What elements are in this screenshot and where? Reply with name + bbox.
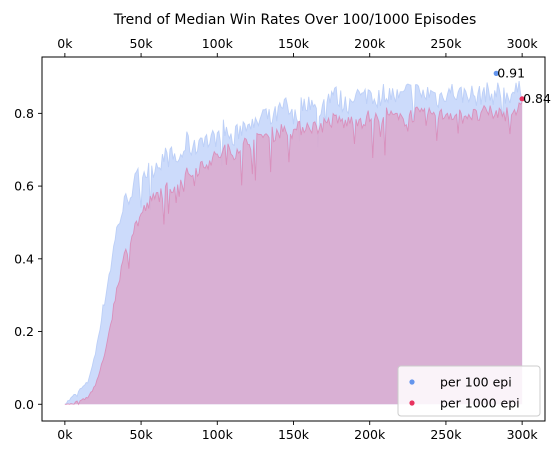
- y-tick-label: 0.4: [14, 251, 34, 266]
- x-tick-label: 150k: [278, 427, 310, 442]
- y-tick-label: 0.8: [14, 106, 34, 121]
- top-x-tick-label: 50k: [129, 36, 153, 51]
- y-tick-label: 0.0: [14, 397, 34, 412]
- x-tick-label: 0k: [57, 427, 73, 442]
- legend: per 100 epi per 1000 epi: [397, 365, 541, 417]
- legend-marker: [409, 379, 415, 385]
- top-x-tick-label: 250k: [430, 36, 462, 51]
- series-line: [64, 80, 523, 405]
- series-per-1000: [64, 102, 523, 406]
- plot-area: 0.91 0.84: [64, 65, 551, 406]
- legend-box: [397, 365, 541, 417]
- y-tick-label: 0.2: [14, 324, 34, 339]
- top-x-tick-label: 200k: [354, 36, 386, 51]
- x-tick-label: 100k: [202, 427, 234, 442]
- y-tick-label: 0.6: [14, 179, 34, 194]
- marker-label: 0.84: [523, 91, 551, 106]
- marker-point: [519, 96, 525, 102]
- top-x-tick-label: 150k: [278, 36, 310, 51]
- top-x-tick-label: 0k: [57, 36, 73, 51]
- marker-point: [493, 70, 499, 76]
- axes: 0k 0k 50k 50k 100k 100k 150k 150k 200k 200k 250k 25…: [14, 36, 546, 442]
- top-x-tick-label: 300k: [507, 36, 539, 51]
- x-tick-label: 50k: [129, 427, 153, 442]
- x-tick-label: 250k: [430, 427, 462, 442]
- top-x-tick-label: 100k: [202, 36, 234, 51]
- legend-marker: [409, 400, 415, 406]
- legend-label: per 100 epi: [440, 375, 512, 390]
- legend-label: per 1000 epi: [440, 396, 520, 411]
- marker-label: 0.91: [497, 65, 525, 80]
- x-tick-label: 200k: [354, 427, 386, 442]
- x-tick-label: 300k: [507, 427, 539, 442]
- chart-title: Trend of Median Win Rates Over 100/1000 …: [113, 12, 477, 28]
- series-area: [64, 102, 523, 405]
- series-line: [64, 102, 523, 406]
